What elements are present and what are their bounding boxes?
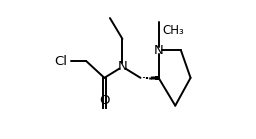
Text: N: N (118, 60, 127, 73)
Text: Cl: Cl (54, 55, 67, 68)
Text: O: O (99, 94, 110, 107)
Text: N: N (154, 44, 163, 57)
Text: CH₃: CH₃ (163, 24, 185, 37)
